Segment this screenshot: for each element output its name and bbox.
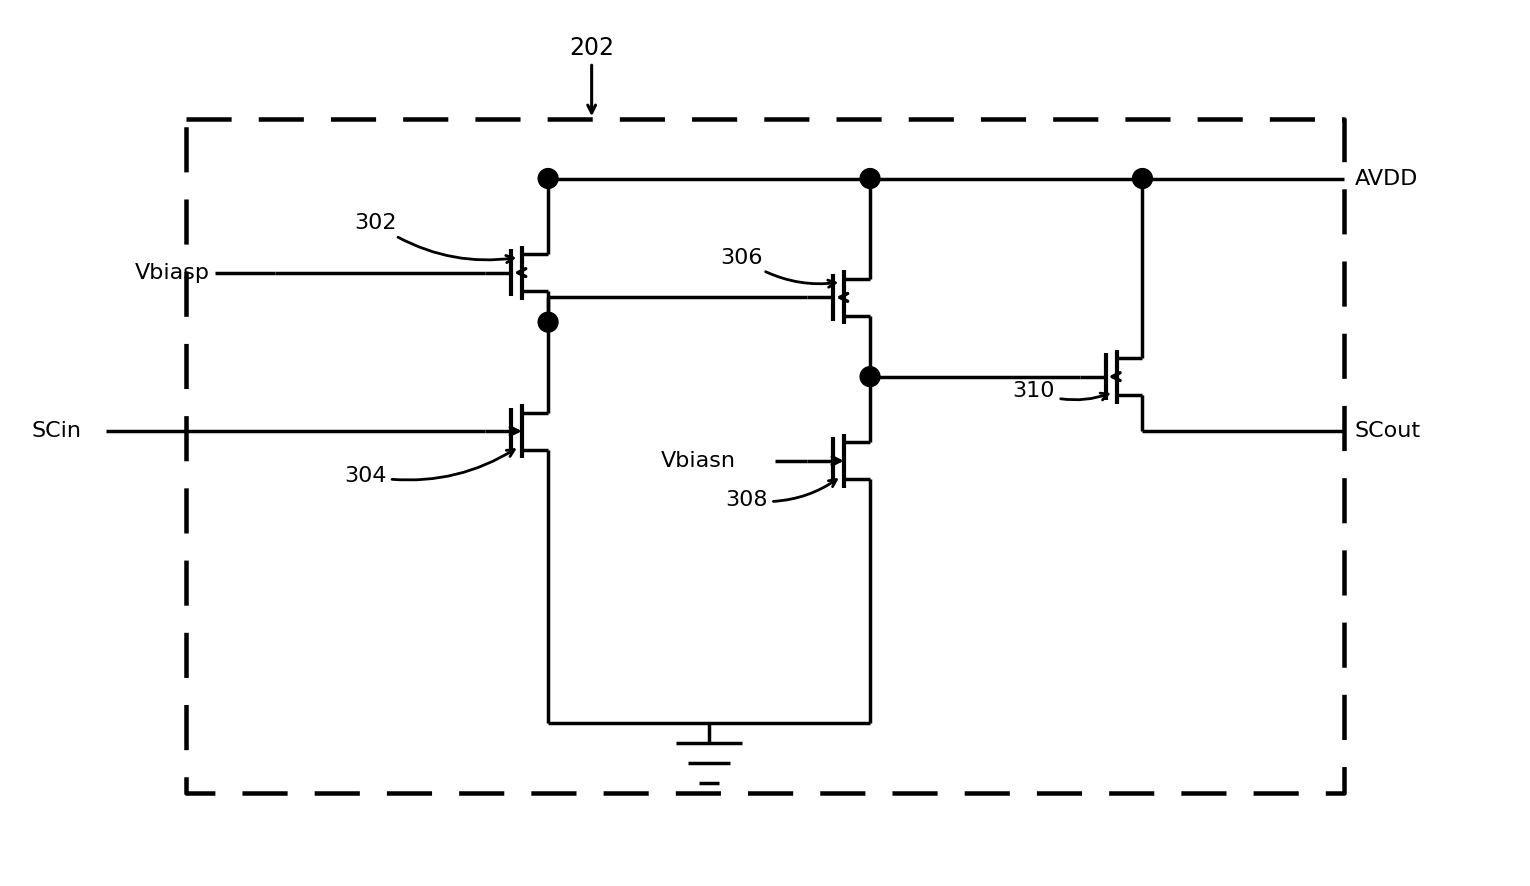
Text: Vbiasn: Vbiasn: [661, 451, 736, 470]
Circle shape: [539, 168, 558, 189]
Text: AVDD: AVDD: [1354, 168, 1418, 189]
Circle shape: [1132, 168, 1152, 189]
Text: 202: 202: [569, 35, 614, 113]
Text: Vbiasp: Vbiasp: [135, 262, 210, 283]
Text: 304: 304: [344, 449, 514, 486]
Circle shape: [539, 312, 558, 332]
Circle shape: [860, 168, 880, 189]
Text: SCout: SCout: [1354, 421, 1420, 441]
Text: 302: 302: [353, 214, 514, 262]
Text: 310: 310: [1013, 382, 1108, 401]
Text: SCin: SCin: [32, 421, 83, 441]
Text: 308: 308: [725, 479, 837, 510]
Circle shape: [860, 367, 880, 386]
Text: 306: 306: [721, 248, 835, 287]
